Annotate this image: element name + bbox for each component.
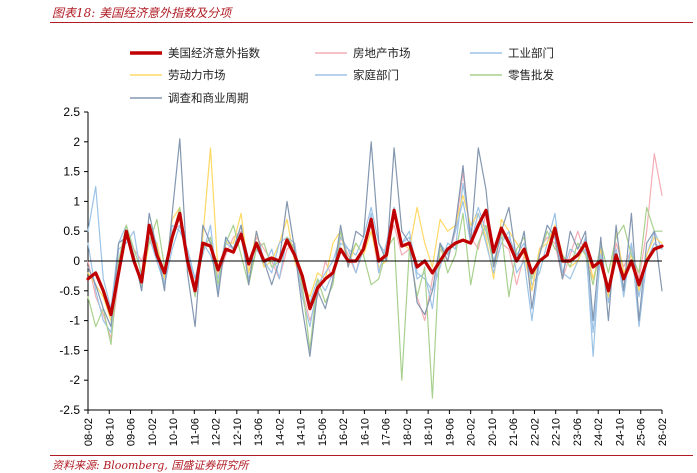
legend-label: 工业部门 [508,46,554,60]
title-rule [50,22,693,23]
y-tick-label: 1.5 [63,165,80,179]
legend-label: 美国经济意外指数 [168,46,260,60]
x-tick-label: 24-10 [614,418,626,446]
x-tick-label: 26-02 [657,418,669,446]
series-line-6 [87,138,663,357]
y-tick-label: 0.5 [63,224,80,238]
x-tick-label: 12-10 [232,418,244,446]
x-tick-label: 24-02 [593,418,605,446]
y-tick-label: 2.5 [63,105,80,119]
legend-label: 劳动力市场 [168,68,226,82]
y-tick-label: -0.5 [59,284,80,298]
x-tick-label: 22-02 [529,418,541,446]
x-tick-label: 08-02 [83,418,95,446]
x-tick-label: 15-06 [317,418,329,446]
x-tick-label: 25-06 [636,418,648,446]
legend-label: 家庭部门 [353,68,399,82]
x-tick-label: 12-02 [211,418,223,446]
y-tick-label: 1 [73,194,80,208]
legend-label: 调查和商业周期 [168,91,249,105]
y-tick-label: 2 [73,135,80,149]
x-tick-label: 22-10 [551,418,563,446]
y-tick-label: -1.5 [59,343,80,357]
series-line-2 [87,182,663,357]
x-tick-label: 10-02 [147,418,159,446]
x-tick-label: 11-06 [189,418,201,445]
x-tick-label: 13-06 [253,418,265,446]
legend-label: 房地产市场 [353,46,411,60]
source-rule [50,455,693,456]
x-tick-label: 17-06 [381,418,393,446]
x-tick-label: 09-06 [126,418,138,446]
x-tick-label: 18-02 [402,418,414,446]
figure-title: 图表18: 美国经济意外指数及分项 [52,6,232,20]
x-tick-label: 16-02 [338,418,350,446]
y-axis: 2.5 2 1.5 1 0.5 0 -0.5 -1 -1.5 -2 -2.5 [59,105,89,417]
x-tick-label: 14-10 [296,418,308,446]
x-tick-label: 14-02 [274,418,286,446]
x-tick-label: 10-10 [168,418,180,446]
x-tick-label: 16-10 [359,418,371,446]
y-tick-label: -2.5 [59,403,80,417]
x-tick-label: 19-06 [444,418,456,446]
y-tick-label: -1 [69,314,80,328]
x-tick-label: 21-06 [508,418,520,446]
legend-label: 零售批发 [508,68,554,82]
x-tick-label: 20-10 [487,418,499,446]
x-tick-label: 23-06 [572,418,584,446]
x-tick-label: 08-10 [104,418,116,446]
x-tick-label: 18-10 [423,418,435,446]
y-tick-label: 0 [73,254,80,268]
source-note: 资料来源: Bloomberg, 国盛证券研究所 [52,459,249,472]
series-layer [86,138,664,399]
y-tick-label: -2 [69,373,80,387]
x-tick-label: 20-02 [466,418,478,446]
x-axis: 08-02 08-10 09-06 10-02 10-10 11-06 12-02 12-10… [83,260,669,446]
